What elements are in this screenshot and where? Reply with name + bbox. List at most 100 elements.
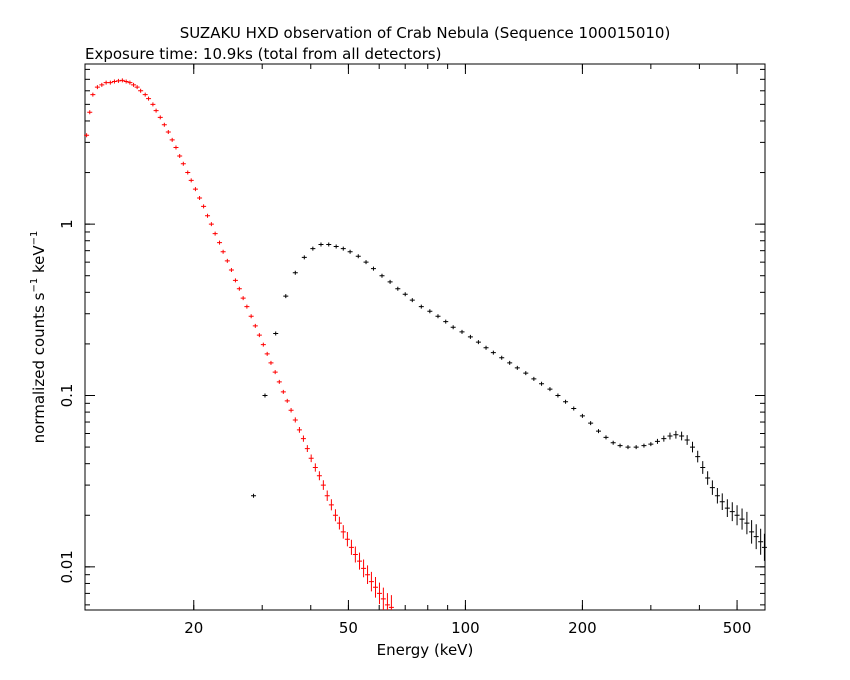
data-point	[217, 240, 223, 245]
data-point	[648, 442, 654, 447]
data-point	[483, 345, 489, 350]
data-point	[352, 546, 358, 563]
data-point	[700, 461, 706, 474]
data-point	[240, 296, 246, 301]
data-series	[84, 78, 767, 610]
data-point	[357, 552, 363, 570]
chart-subtitle: Exposure time: 10.9ks (total from all de…	[85, 45, 441, 63]
y-tick-label: 1	[58, 219, 76, 229]
data-point	[84, 133, 90, 138]
data-point	[744, 511, 750, 535]
data-point	[435, 314, 441, 319]
data-point	[280, 389, 286, 394]
data-point	[388, 595, 394, 610]
x-axis-ticks: 20 50 100 200 500	[184, 64, 751, 637]
data-point	[490, 350, 496, 355]
data-point	[758, 528, 764, 555]
data-point	[283, 294, 289, 299]
data-point	[103, 80, 109, 85]
data-point	[177, 153, 183, 158]
data-point	[690, 441, 696, 453]
data-point	[603, 435, 609, 440]
y-axis-label-main: normalized counts s	[30, 292, 48, 443]
data-point	[450, 325, 456, 330]
data-point	[368, 571, 374, 592]
data-point	[188, 178, 194, 183]
data-point	[617, 443, 623, 448]
data-point	[625, 445, 631, 450]
data-point	[180, 161, 186, 166]
data-point	[301, 255, 307, 260]
data-point	[633, 445, 639, 450]
data-point	[326, 242, 332, 247]
data-point	[273, 331, 279, 336]
data-point	[127, 80, 133, 85]
data-point	[380, 587, 386, 610]
data-point	[150, 102, 156, 107]
data-point	[138, 88, 144, 93]
data-point	[115, 78, 121, 83]
data-point	[284, 398, 290, 403]
series-2	[251, 242, 767, 561]
data-point	[310, 246, 316, 251]
x-axis-label: Energy (keV)	[377, 641, 474, 659]
data-point	[499, 355, 505, 360]
data-point	[641, 443, 647, 448]
data-point	[739, 508, 745, 530]
data-point	[324, 490, 330, 501]
data-point	[318, 242, 324, 247]
data-point	[208, 222, 214, 227]
data-point	[563, 399, 569, 404]
data-point	[312, 463, 318, 472]
data-point	[252, 323, 258, 328]
x-tick-label: 100	[451, 619, 480, 637]
minor-ticks	[85, 64, 765, 610]
data-point	[272, 370, 278, 375]
x-tick-label: 200	[568, 619, 597, 637]
data-point	[344, 532, 350, 547]
data-point	[107, 80, 113, 85]
data-point	[673, 430, 679, 439]
data-point	[153, 108, 159, 113]
data-point	[654, 438, 660, 444]
data-point	[729, 502, 735, 522]
data-point	[467, 334, 473, 339]
data-point	[376, 582, 382, 605]
data-point	[304, 445, 310, 453]
data-point	[539, 381, 545, 386]
data-point	[761, 533, 767, 561]
data-point	[365, 565, 371, 585]
data-point	[507, 360, 513, 365]
data-point	[165, 129, 171, 134]
data-point	[610, 440, 616, 445]
data-point	[90, 92, 96, 97]
y-axis-label: normalized counts s−1 keV−1	[29, 231, 48, 444]
y-axis-ticks: 0.01 0.1 1	[58, 219, 765, 584]
data-point	[264, 351, 270, 356]
data-point	[142, 92, 148, 97]
data-point	[146, 96, 152, 101]
data-point	[220, 249, 226, 254]
data-point	[260, 342, 266, 347]
data-point	[292, 270, 298, 275]
data-point	[236, 286, 242, 291]
data-point	[714, 487, 720, 504]
x-tick-label: 20	[184, 619, 203, 637]
data-point	[94, 85, 100, 90]
data-point	[99, 82, 105, 87]
data-point	[547, 387, 553, 392]
data-point	[328, 499, 334, 511]
data-point	[111, 79, 117, 84]
data-point	[363, 260, 369, 265]
data-point	[347, 249, 353, 254]
data-point	[695, 450, 701, 463]
data-point	[197, 196, 203, 201]
data-point	[361, 559, 367, 578]
data-point	[185, 170, 191, 175]
data-point	[571, 406, 577, 411]
data-point	[340, 525, 346, 539]
data-point	[228, 267, 234, 272]
data-point	[684, 435, 690, 445]
data-point	[262, 393, 268, 398]
